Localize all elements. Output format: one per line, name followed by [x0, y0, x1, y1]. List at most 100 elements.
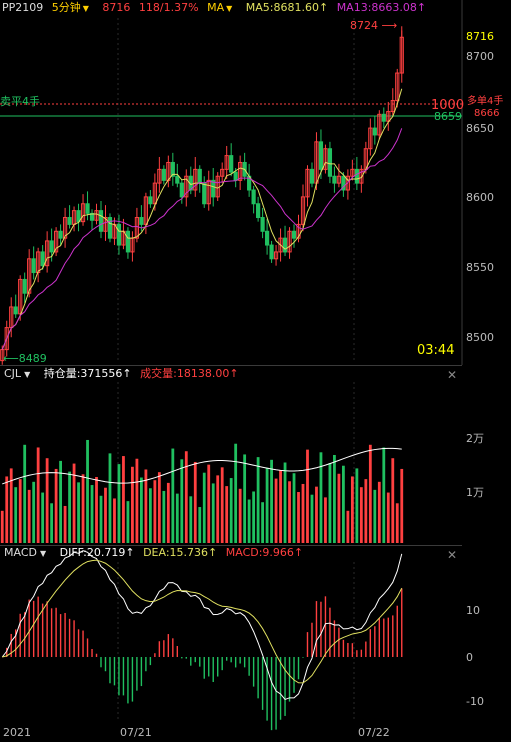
price-tick-8600: 8600: [466, 191, 494, 204]
price-tick-8500: 8500: [466, 331, 494, 344]
close-icon[interactable]: ✕: [447, 548, 458, 562]
volume-tick-2w: 2万: [466, 432, 484, 445]
volume-bar: [5, 476, 9, 543]
candle-body: [22, 278, 27, 294]
volume-bar: [359, 487, 363, 543]
price-tick-8700: 8700: [466, 50, 494, 63]
candle-body: [45, 240, 50, 267]
candle-body: [139, 217, 144, 225]
volume-bar: [189, 496, 193, 543]
volume-bar: [81, 474, 85, 543]
volume-bar: [140, 477, 143, 543]
candle-body: [157, 168, 162, 184]
volume-bar: [63, 505, 67, 543]
time-label: 03:44: [417, 343, 455, 358]
volume-bar: [211, 483, 215, 543]
candle-body: [300, 196, 306, 225]
candle-body: [98, 210, 104, 232]
candle-body: [372, 127, 377, 136]
close-icon[interactable]: ✕: [447, 368, 458, 382]
volume-bar: [346, 510, 350, 543]
dea-line: [2, 559, 403, 684]
volume-bar: [395, 503, 399, 543]
volume-bar: [198, 507, 202, 543]
ma-label: MA: [207, 1, 225, 14]
candle-body: [395, 72, 400, 102]
volume-bar: [328, 463, 332, 543]
macd-indicator-selector[interactable]: MACD ▼: [4, 546, 51, 559]
main-header: PP2109 5分钟 ▼ 8716 118/1.37% MA ▼ MA5:8681.…: [0, 0, 431, 16]
arrow-right-icon: ⟶: [381, 19, 398, 32]
volume-bar: [135, 458, 139, 543]
candle-body: [327, 148, 333, 177]
candle-body: [359, 168, 364, 184]
volume-bar: [297, 492, 300, 543]
volume-bar: [122, 456, 125, 543]
volume-bar: [202, 472, 206, 543]
macd-tick-neg10: -10: [466, 695, 484, 708]
volume-header: CJL ▼ 持仓量:371556↑ 成交量:18138.00↑: [0, 366, 244, 382]
symbol-label[interactable]: PP2109: [2, 1, 44, 14]
candle-body: [18, 278, 23, 315]
volume-bar: [382, 447, 386, 543]
volume-bar: [324, 497, 327, 543]
candle-body: [386, 111, 391, 122]
candle-body: [13, 306, 18, 315]
volume-bar: [261, 502, 264, 543]
volume-bar: [243, 454, 247, 543]
volume-bar: [364, 479, 368, 543]
price-tick-8650: 8650: [466, 122, 494, 135]
volume-bar: [50, 503, 54, 543]
volume-bar: [23, 444, 27, 543]
buy-order-label[interactable]: 多单4手: [467, 96, 504, 107]
price-chart[interactable]: [0, 0, 511, 365]
volume-bar: [216, 475, 220, 543]
volume-bar: [256, 457, 260, 543]
volume-bar: [333, 454, 336, 543]
volume-bar: [72, 463, 76, 543]
volume-bar: [225, 486, 229, 543]
volume-bar: [288, 481, 291, 543]
candle-body: [31, 258, 36, 274]
volume-tick-1w: 1万: [466, 486, 484, 499]
candle-body: [332, 175, 337, 184]
volume-bar: [368, 444, 372, 543]
volume-bar: [0, 510, 4, 543]
current-price-label: 8716: [466, 30, 494, 43]
volume-bar: [9, 468, 13, 543]
diff-line: [1, 550, 403, 701]
ma-selector[interactable]: MA ▼: [207, 1, 237, 14]
candle-body: [238, 161, 243, 181]
volume-bar: [301, 483, 305, 543]
volume-bar: [220, 467, 224, 543]
chevron-down-icon: ▼: [82, 4, 89, 13]
macd-indicator-label: MACD: [4, 546, 37, 559]
candle-body: [170, 161, 175, 177]
candle-body: [390, 100, 395, 113]
volume-bar: [77, 482, 80, 543]
high-marker: 8724 ⟶: [350, 19, 398, 32]
candle-body: [89, 212, 95, 221]
candle-body: [345, 175, 350, 191]
candle-body: [260, 217, 265, 232]
macd-value: MACD:9.966↑: [225, 546, 304, 559]
volume-bar: [391, 458, 395, 543]
volume-indicator-selector[interactable]: CJL ▼: [4, 367, 35, 380]
volume-bar: [157, 472, 161, 543]
pane-divider: [0, 365, 462, 366]
volume-bar: [283, 462, 287, 543]
period-selector[interactable]: 5分钟 ▼: [52, 1, 94, 14]
volume-bar: [41, 492, 45, 543]
candle-body: [67, 217, 72, 225]
candle-body: [354, 168, 359, 184]
volume-bar: [27, 489, 31, 543]
sell-order-label[interactable]: 卖平4手: [0, 95, 40, 108]
volume-bar: [247, 499, 251, 543]
diff-value: DIFF:20.719↑: [59, 546, 135, 559]
volume-bar: [310, 494, 314, 543]
volume-bar: [319, 452, 323, 543]
candle-body: [233, 171, 238, 181]
volume-bar: [99, 495, 103, 543]
volume-bar: [117, 464, 121, 543]
volume-bar: [252, 491, 256, 543]
